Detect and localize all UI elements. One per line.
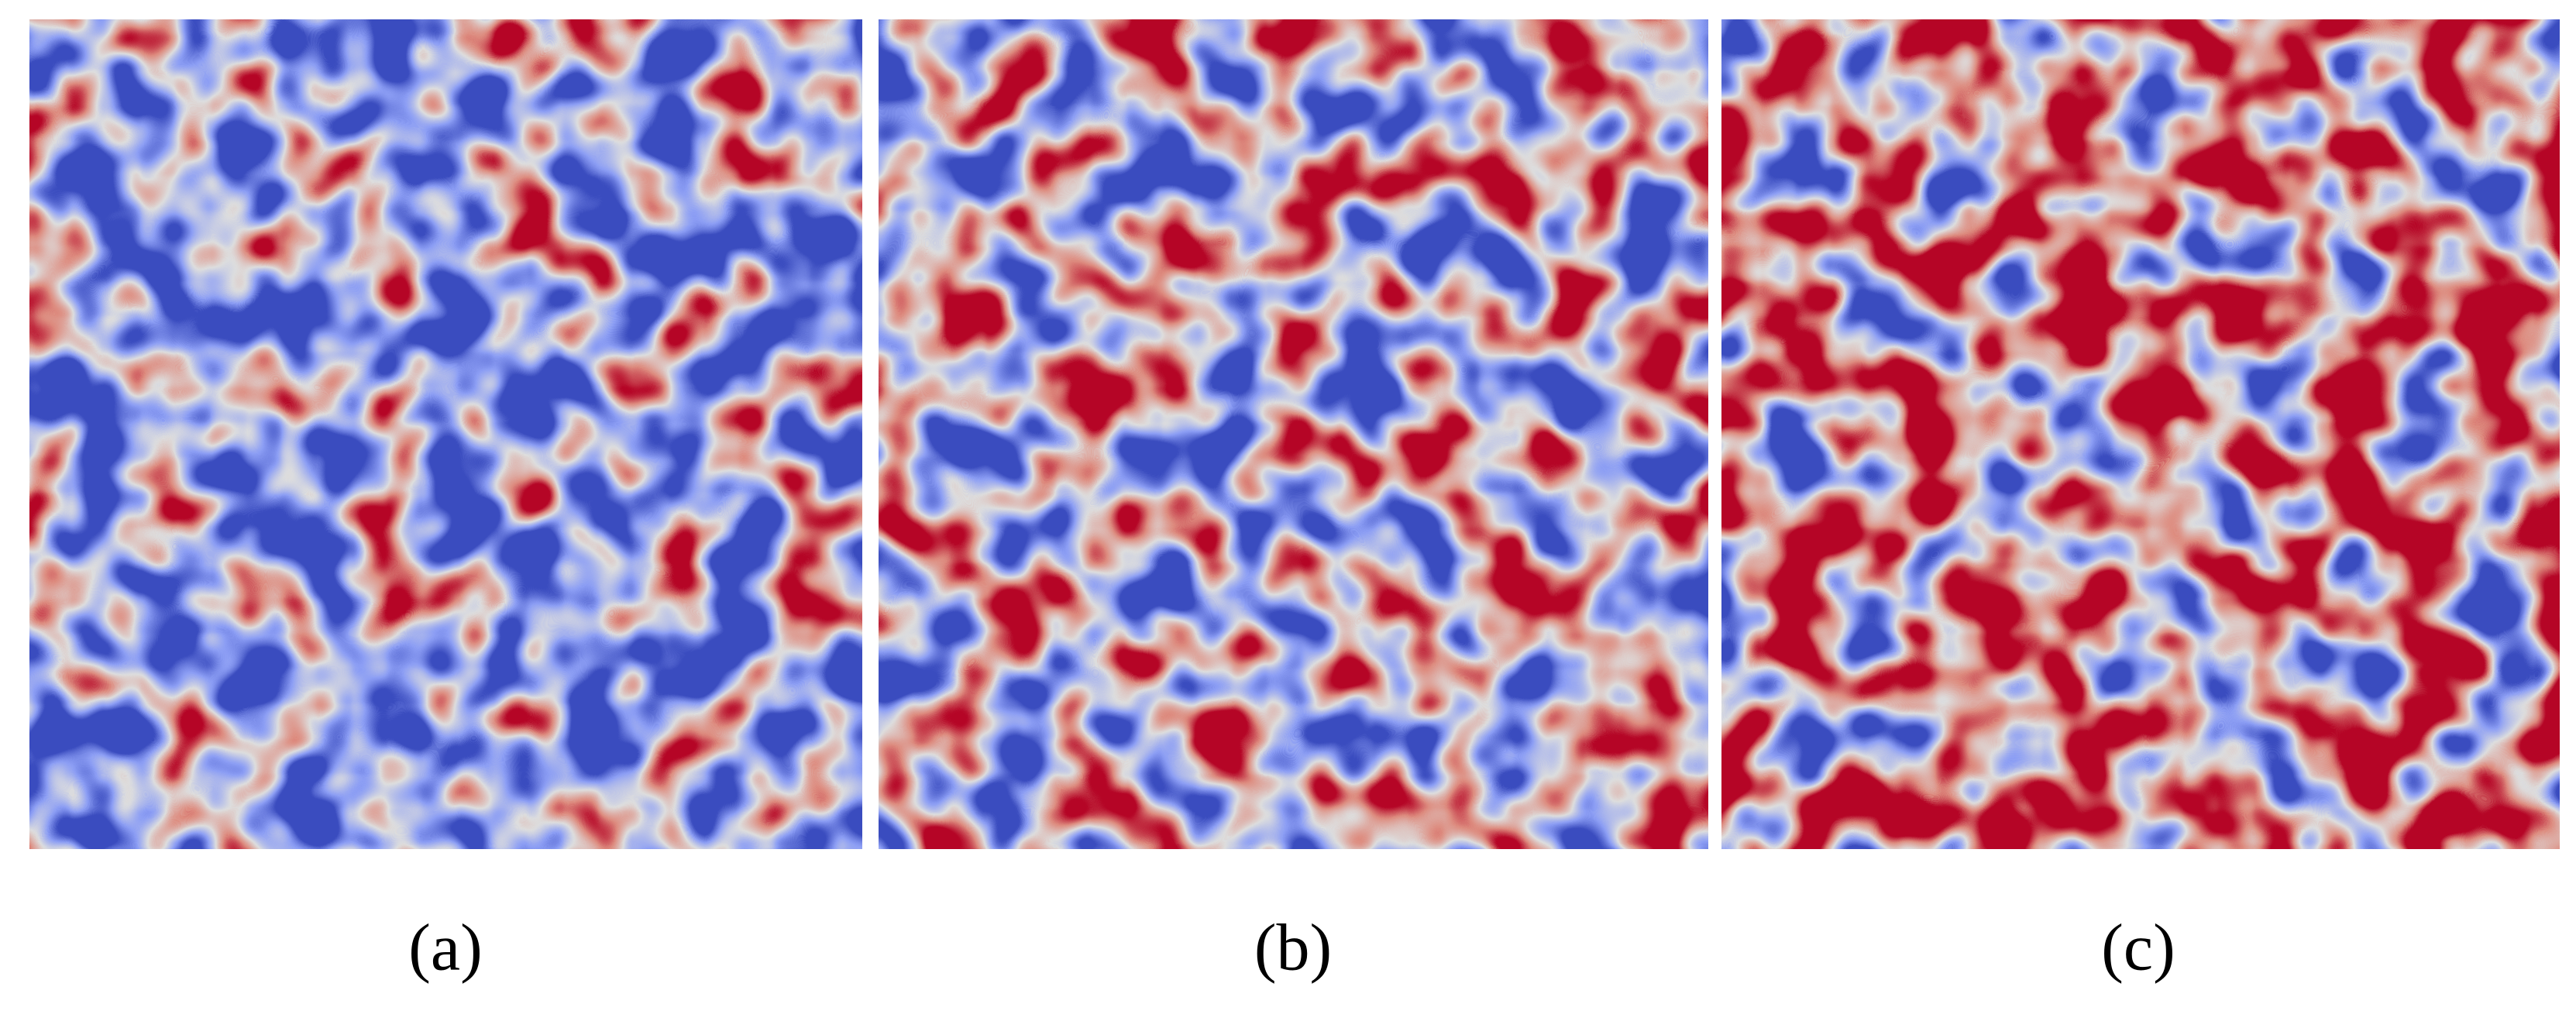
- field-image-b: [879, 19, 1708, 849]
- field-image-a: [29, 19, 862, 849]
- field-image-c: [1721, 19, 2560, 849]
- panel-label: (c): [2101, 910, 2175, 985]
- panel-label: (b): [1254, 910, 1332, 985]
- panel-label: (a): [408, 910, 482, 985]
